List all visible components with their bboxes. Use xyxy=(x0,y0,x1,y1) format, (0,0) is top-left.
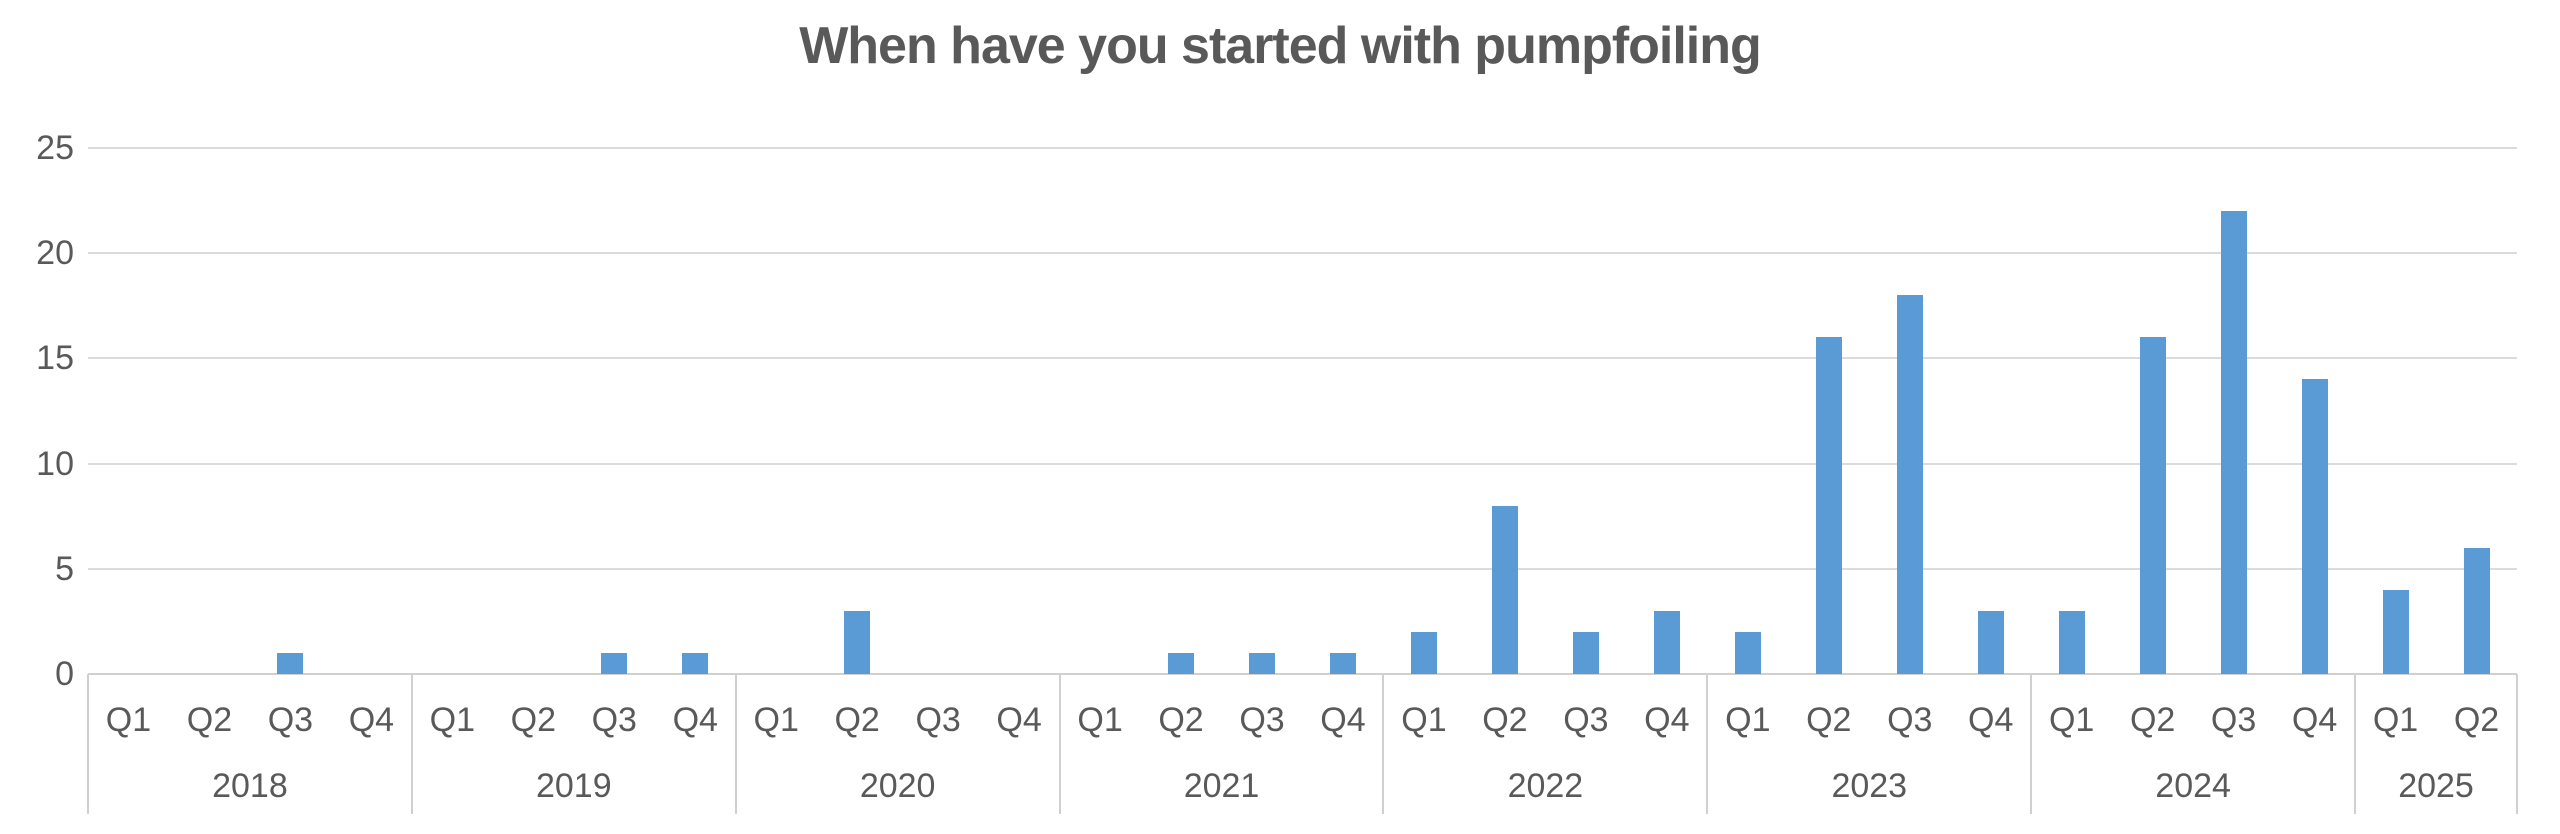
bar-2023-Q1 xyxy=(1734,631,1761,674)
y-axis-tick-label: 5 xyxy=(55,549,74,588)
bar-2019-Q4 xyxy=(682,652,709,674)
bar-2022-Q2 xyxy=(1491,505,1518,674)
x-axis-quarter-label: Q4 xyxy=(996,701,1042,739)
x-axis-quarter-label: Q1 xyxy=(1725,701,1771,739)
bar-2024-Q2 xyxy=(2139,337,2166,674)
y-axis-tick-label: 25 xyxy=(36,129,74,167)
bar-2024-Q4 xyxy=(2301,379,2328,674)
x-axis-line xyxy=(88,673,2517,675)
x-axis-quarter-label: Q4 xyxy=(2291,701,2338,739)
bar-2025-Q1 xyxy=(2382,589,2409,674)
bar-2021-Q2 xyxy=(1168,652,1195,674)
year-divider-line xyxy=(1382,674,1385,814)
bar-2022-Q3 xyxy=(1572,631,1599,674)
bar-2018-Q3 xyxy=(277,652,304,674)
x-axis-quarter-label: Q4 xyxy=(1968,701,2014,739)
bar-2025-Q2 xyxy=(2463,547,2490,674)
year-divider-line xyxy=(87,674,89,814)
x-axis-quarter-label: Q1 xyxy=(2048,701,2095,739)
year-divider-line xyxy=(410,674,413,814)
gridline xyxy=(88,567,2517,570)
bar-2024-Q1 xyxy=(2058,610,2085,674)
x-axis-quarter-label: Q2 xyxy=(2453,701,2500,739)
x-axis-quarter-label: Q1 xyxy=(429,701,476,739)
gridline xyxy=(88,462,2517,465)
x-axis-quarter-label: Q2 xyxy=(834,701,880,739)
bar-2019-Q3 xyxy=(601,652,628,674)
gridline xyxy=(88,147,2517,149)
year-divider-line xyxy=(1706,674,1709,814)
x-axis-quarter-label: Q3 xyxy=(1563,701,1609,739)
x-axis-year-label: 2025 xyxy=(2398,767,2474,805)
y-axis-tick-label: 15 xyxy=(36,339,74,378)
x-axis-quarter-label: Q2 xyxy=(1482,701,1528,739)
x-axis-quarter-label: Q4 xyxy=(672,701,718,739)
x-axis-quarter-label: Q3 xyxy=(1887,701,1933,739)
y-axis-tick-label: 0 xyxy=(55,655,74,693)
x-axis-quarter-label: Q1 xyxy=(105,701,152,739)
x-axis-year-label: 2019 xyxy=(535,767,612,805)
x-axis-year-label: 2020 xyxy=(859,767,936,805)
bar-2022-Q1 xyxy=(1410,631,1437,674)
x-axis-year-label: 2022 xyxy=(1507,767,1584,805)
bar-2023-Q3 xyxy=(1896,295,1923,674)
year-divider-line xyxy=(2354,674,2357,814)
x-axis-year-label: 2024 xyxy=(2155,767,2231,805)
x-axis-quarter-label: Q1 xyxy=(2372,701,2419,739)
bar-2021-Q4 xyxy=(1329,652,1356,674)
x-axis-year-label: 2021 xyxy=(1183,767,1260,805)
year-divider-line xyxy=(1058,674,1061,814)
y-axis-tick-label: 10 xyxy=(36,444,74,483)
x-axis-quarter-label: Q2 xyxy=(1158,701,1204,739)
x-axis-year-label: 2023 xyxy=(1831,767,1908,805)
y-axis-tick-label: 20 xyxy=(36,234,74,273)
bar-2021-Q3 xyxy=(1249,652,1276,674)
year-divider-line xyxy=(2516,674,2518,814)
bar-2024-Q3 xyxy=(2220,211,2247,674)
year-divider-line xyxy=(734,674,737,814)
x-axis-quarter-label: Q3 xyxy=(1239,701,1285,739)
x-axis-quarter-label: Q3 xyxy=(915,701,961,739)
x-axis-quarter-label: Q4 xyxy=(348,701,395,739)
x-axis-quarter-label: Q2 xyxy=(186,701,233,739)
x-axis-quarter-label: Q1 xyxy=(1077,701,1123,739)
bar-2023-Q4 xyxy=(1977,610,2004,674)
gridline xyxy=(88,252,2517,255)
x-axis-quarter-label: Q2 xyxy=(2129,701,2176,739)
gridline xyxy=(88,357,2517,360)
x-axis-quarter-label: Q4 xyxy=(1320,701,1366,739)
chart-title: When have you started with pumpfoiling xyxy=(799,17,1762,75)
bar-2020-Q2 xyxy=(844,610,871,674)
x-axis-quarter-label: Q3 xyxy=(2210,701,2257,739)
x-axis-quarter-label: Q2 xyxy=(1806,701,1852,739)
x-axis-quarter-label: Q1 xyxy=(753,701,799,739)
bar-2023-Q2 xyxy=(1815,337,1842,674)
x-axis-quarter-label: Q3 xyxy=(267,701,314,739)
x-axis-quarter-label: Q2 xyxy=(510,701,556,739)
x-axis-quarter-label: Q3 xyxy=(591,701,637,739)
x-axis-quarter-label: Q1 xyxy=(1401,701,1447,739)
x-axis-quarter-label: Q4 xyxy=(1644,701,1690,739)
bar-2022-Q4 xyxy=(1653,610,1680,674)
year-divider-line xyxy=(2030,674,2033,814)
x-axis-year-label: 2018 xyxy=(212,767,288,805)
